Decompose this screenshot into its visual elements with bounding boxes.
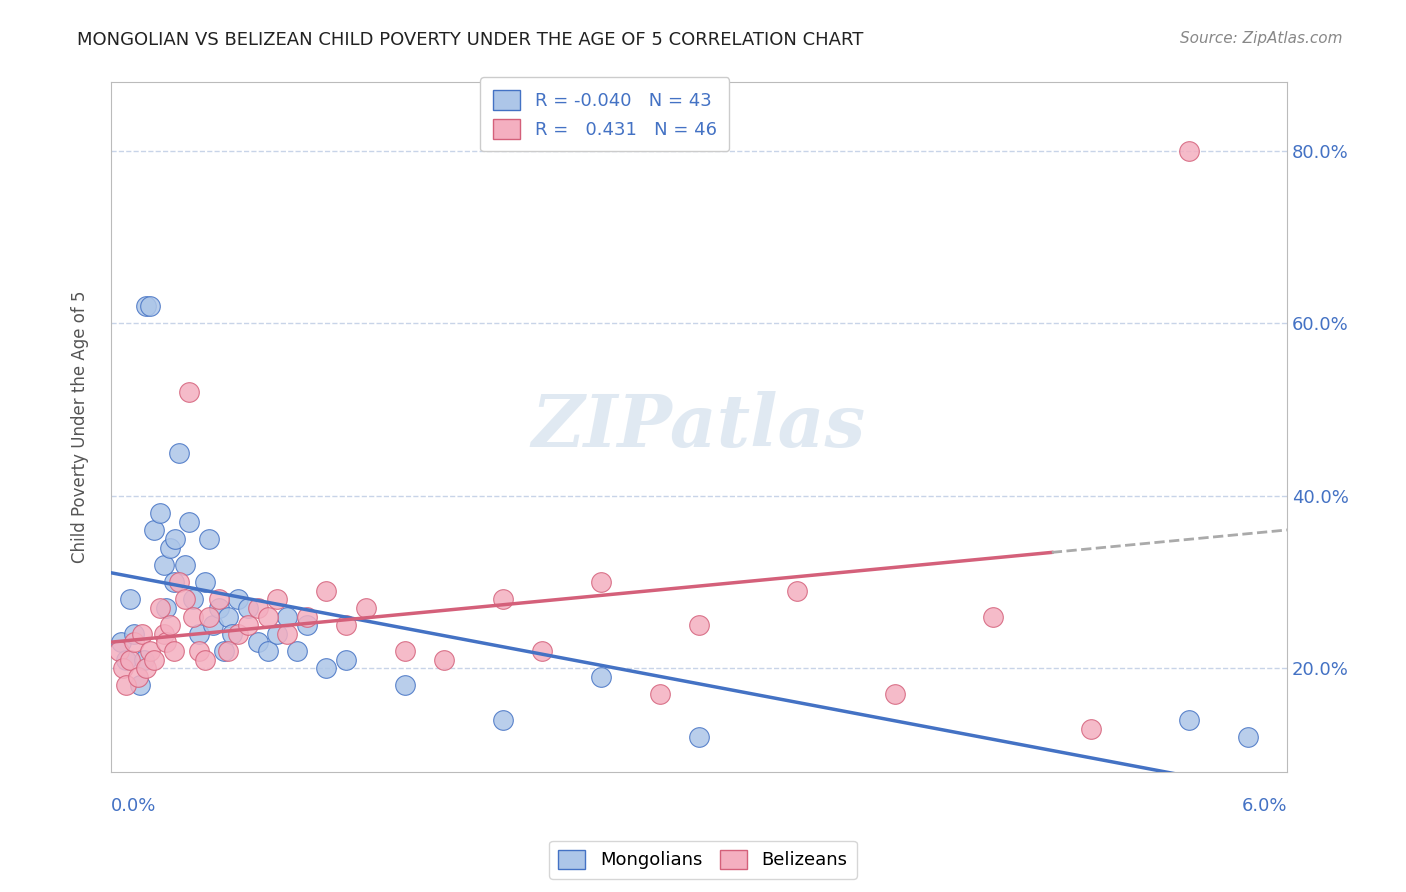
Point [169, 446, 191, 460]
Point [198, 532, 221, 546]
Point [394, 678, 416, 692]
Point [531, 644, 554, 658]
Point [135, 299, 157, 313]
Point [165, 532, 187, 546]
Point [152, 627, 174, 641]
Point [1080, 722, 1102, 736]
Legend: Mongolians, Belizeans: Mongolians, Belizeans [550, 840, 856, 879]
Point [335, 618, 357, 632]
Point [179, 515, 201, 529]
Point [433, 652, 456, 666]
Point [266, 627, 288, 641]
Point [207, 601, 229, 615]
Point [1178, 713, 1201, 727]
Point [315, 583, 337, 598]
Y-axis label: Child Poverty Under the Age of 5: Child Poverty Under the Age of 5 [72, 291, 89, 563]
Point [354, 601, 377, 615]
Text: 0.0%: 0.0% [111, 797, 156, 814]
Point [120, 652, 142, 666]
Point [124, 635, 146, 649]
Point [115, 678, 138, 692]
Point [246, 635, 269, 649]
Point [194, 575, 217, 590]
Point [589, 575, 612, 590]
Point [256, 644, 278, 658]
Point [786, 583, 808, 598]
Point [149, 506, 172, 520]
Point [1237, 730, 1260, 744]
Point [155, 601, 177, 615]
Point [142, 524, 165, 538]
Point [162, 644, 184, 658]
Text: Source: ZipAtlas.com: Source: ZipAtlas.com [1180, 31, 1343, 46]
Point [188, 627, 211, 641]
Point [139, 644, 162, 658]
Point [207, 592, 229, 607]
Point [276, 609, 298, 624]
Point [492, 592, 515, 607]
Point [181, 609, 204, 624]
Point [688, 618, 710, 632]
Point [226, 592, 249, 607]
Point [159, 618, 181, 632]
Point [131, 627, 153, 641]
Point [648, 687, 671, 701]
Point [107, 644, 129, 658]
Point [295, 618, 318, 632]
Point [174, 558, 197, 572]
Point [236, 618, 259, 632]
Point [194, 652, 217, 666]
Point [179, 385, 201, 400]
Point [981, 609, 1004, 624]
Point [162, 575, 184, 590]
Text: MONGOLIAN VS BELIZEAN CHILD POVERTY UNDER THE AGE OF 5 CORRELATION CHART: MONGOLIAN VS BELIZEAN CHILD POVERTY UNDE… [77, 31, 863, 49]
Point [214, 644, 236, 658]
Point [152, 558, 174, 572]
Point [217, 609, 239, 624]
Point [110, 635, 132, 649]
Point [276, 627, 298, 641]
Point [285, 644, 308, 658]
Point [492, 713, 515, 727]
Point [315, 661, 337, 675]
Point [135, 661, 157, 675]
Point [111, 661, 134, 675]
Point [129, 678, 152, 692]
Point [174, 592, 197, 607]
Point [139, 299, 162, 313]
Point [266, 592, 288, 607]
Point [884, 687, 907, 701]
Point [120, 592, 142, 607]
Point [132, 652, 155, 666]
Point [1178, 144, 1201, 158]
Point [236, 601, 259, 615]
Point [295, 609, 318, 624]
Point [169, 575, 191, 590]
Point [256, 609, 278, 624]
Point [142, 652, 165, 666]
Point [198, 609, 221, 624]
Point [394, 644, 416, 658]
Point [155, 635, 177, 649]
Point [226, 627, 249, 641]
Point [159, 541, 181, 555]
Point [127, 670, 149, 684]
Point [181, 592, 204, 607]
Point [188, 644, 211, 658]
Text: ZIPatlas: ZIPatlas [531, 392, 866, 462]
Legend: R = -0.040   N = 43, R =   0.431   N = 46: R = -0.040 N = 43, R = 0.431 N = 46 [481, 78, 730, 152]
Point [149, 601, 172, 615]
Point [217, 644, 239, 658]
Point [124, 627, 146, 641]
Point [115, 652, 138, 666]
Point [335, 652, 357, 666]
Point [688, 730, 710, 744]
Point [221, 627, 243, 641]
Point [246, 601, 269, 615]
Point [589, 670, 612, 684]
Point [201, 618, 224, 632]
Text: 6.0%: 6.0% [1241, 797, 1286, 814]
